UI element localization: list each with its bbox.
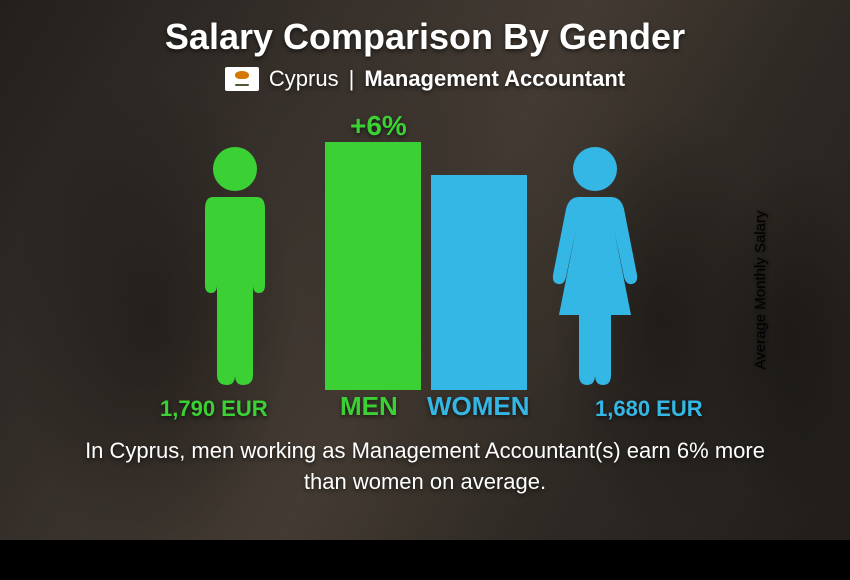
women-salary-value: 1,680 EUR — [595, 396, 703, 422]
men-label: MEN — [340, 391, 398, 422]
subtitle-row: Cyprus | Management Accountant — [225, 66, 625, 92]
main-title: Salary Comparison By Gender — [165, 16, 685, 58]
job-title-label: Management Accountant — [364, 66, 625, 92]
separator-label: | — [349, 66, 355, 92]
country-label: Cyprus — [269, 66, 339, 92]
salary-chart: +6% 1,790 EUR MEN WOMEN 1,680 EUR — [115, 110, 735, 430]
person-male-icon — [185, 145, 285, 385]
site-name: salaryexplorer.com — [337, 549, 514, 572]
y-axis-label: Average Monthly Salary — [752, 211, 769, 370]
percent-difference-label: +6% — [350, 110, 407, 142]
female-icon — [545, 145, 645, 390]
infographic-content: Salary Comparison By Gender Cyprus | Man… — [0, 0, 850, 580]
description-text: In Cyprus, men working as Management Acc… — [65, 436, 785, 498]
person-female-icon — [545, 145, 645, 385]
men-salary-bar — [325, 142, 421, 390]
men-salary-value: 1,790 EUR — [160, 396, 268, 422]
cyprus-flag-icon — [225, 67, 259, 91]
women-label: WOMEN — [427, 391, 530, 422]
footer-bar: salaryexplorer.com — [0, 540, 850, 580]
male-icon — [185, 145, 285, 390]
women-salary-bar — [431, 175, 527, 390]
